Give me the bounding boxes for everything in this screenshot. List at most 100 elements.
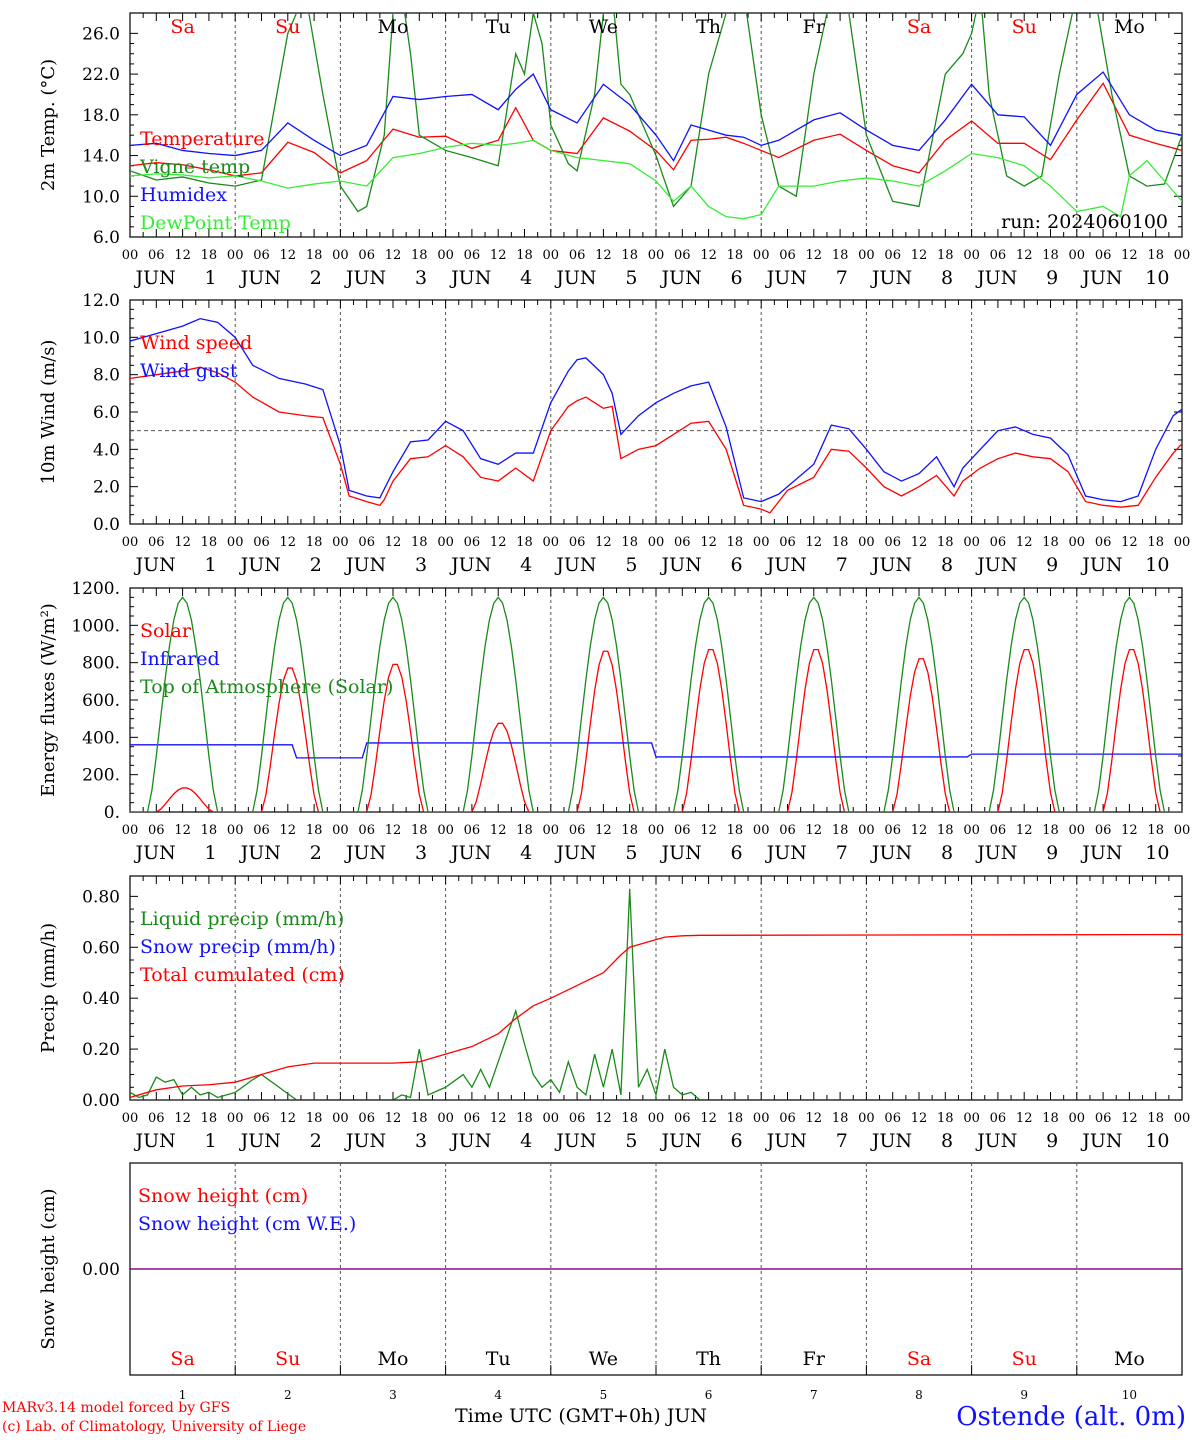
series-line-liquid-precip-mm-h- [130,888,1182,1100]
y-tick-label: 26.0 [82,24,120,44]
hour-tick-label: 18 [727,1111,744,1126]
month-label: JUN [449,842,491,864]
hour-tick-label: 06 [148,1111,165,1126]
hour-tick-label: 18 [201,1111,218,1126]
hour-tick-label: 18 [306,1111,323,1126]
hour-tick-label: 06 [990,535,1007,550]
day-label: 5 [625,842,637,864]
hour-tick-label: 06 [990,823,1007,838]
dow-label: Su [275,1348,300,1370]
hour-tick-label: 06 [569,1111,586,1126]
day-label: 9 [1046,842,1058,864]
hour-tick-label: 12 [1016,1111,1033,1126]
hour-tick-label: 18 [1147,1111,1164,1126]
hour-tick-label: 06 [779,823,796,838]
panel-1: 6.0 10.0 14.0 18.0 22.0 26.0 2m Temp. (°C) Temp… [38,12,1190,289]
panel-2: 0.0 2.0 4.0 6.0 8.0 10.0 12.0 10m Wind (m/s) Win… [38,291,1190,576]
hour-tick-label: 00 [753,248,770,263]
hour-tick-label: 12 [700,823,717,838]
hour-tick-label: 00 [437,823,454,838]
hour-tick-label: 18 [201,248,218,263]
day-label: 8 [941,1130,953,1152]
hour-tick-label: 12 [385,1111,402,1126]
hour-tick-label: 06 [990,248,1007,263]
day-label: 5 [625,1130,637,1152]
day-label: 7 [836,554,848,576]
hour-tick-label: 12 [595,248,612,263]
dow-label: Sa [170,1348,194,1370]
dow-label: Su [1012,16,1037,38]
dow-label: Sa [907,1348,931,1370]
hour-tick-label: 18 [621,248,638,263]
dow-label: Mo [1114,16,1145,38]
day-label: 4 [520,554,532,576]
hour-tick-label: 06 [253,1111,270,1126]
month-label: JUN [765,554,807,576]
panel-frame [129,587,1183,813]
legend-entry: Temperature [140,128,264,150]
hour-tick-label: 18 [1042,823,1059,838]
hour-tick-label: 12 [280,1111,297,1126]
legend-entry: Wind speed [140,332,252,354]
hour-tick-label: 12 [385,248,402,263]
hour-tick-label: 18 [306,248,323,263]
day-label: 1 [205,1130,217,1152]
hour-tick-label: 06 [674,1111,691,1126]
hour-tick-label: 00 [227,248,244,263]
day-label: 8 [941,554,953,576]
month-label: JUN [659,1130,701,1152]
dow-label: Su [275,16,300,38]
hour-tick-label: 12 [490,823,507,838]
month-label: JUN [239,842,281,864]
month-label: JUN [1080,1130,1122,1152]
series-line-wind-gust [130,317,1182,503]
month-label: JUN [133,842,175,864]
y-tick-label: 12.0 [82,291,120,311]
day-label: 2 [310,1130,322,1152]
hour-tick-label: 06 [884,535,901,550]
legend-entry: Solar [140,620,192,642]
hour-tick-label: 00 [753,535,770,550]
legend-entry: Snow precip (mm/h) [140,936,336,958]
legend-entry: Infrared [140,648,220,670]
hour-tick-label: 06 [674,248,691,263]
hour-tick-label: 00 [1069,248,1086,263]
day-number: 7 [810,1388,818,1402]
hour-tick-label: 12 [1016,248,1033,263]
month-label: JUN [975,842,1017,864]
dow-label: Su [1012,1348,1037,1370]
dow-label: Fr [803,16,826,38]
month-label: JUN [1080,842,1122,864]
y-tick-label: 600. [82,691,120,711]
hour-tick-label: 00 [227,535,244,550]
day-number: 6 [705,1388,713,1402]
hour-tick-label: 06 [569,535,586,550]
y-tick-label: 200. [82,766,120,786]
hour-tick-label: 12 [280,535,297,550]
hour-tick-label: 00 [437,248,454,263]
day-label: 6 [731,554,743,576]
dow-label: Tu [486,1348,511,1370]
month-label: JUN [975,1130,1017,1152]
hour-tick-label: 12 [700,248,717,263]
month-label: JUN [344,1130,386,1152]
legend-entry: Vigne temp [139,156,250,178]
hour-tick-label: 12 [174,823,191,838]
hour-tick-label: 12 [490,535,507,550]
hour-tick-label: 00 [122,823,139,838]
y-tick-label: 6.0 [93,403,120,423]
hour-tick-label: 18 [1147,823,1164,838]
hour-tick-label: 12 [1121,823,1138,838]
month-label: JUN [1080,554,1122,576]
hour-tick-label: 12 [806,823,823,838]
hour-tick-label: 06 [464,823,481,838]
day-label: 5 [625,267,637,289]
day-label: 3 [415,1130,427,1152]
hour-tick-label: 12 [490,248,507,263]
day-number: 5 [600,1388,608,1402]
day-label: 8 [941,842,953,864]
legend-entry: Total cumulated (cm) [140,964,345,986]
month-label: JUN [870,1130,912,1152]
hour-tick-label: 06 [464,1111,481,1126]
month-label: JUN [239,267,281,289]
